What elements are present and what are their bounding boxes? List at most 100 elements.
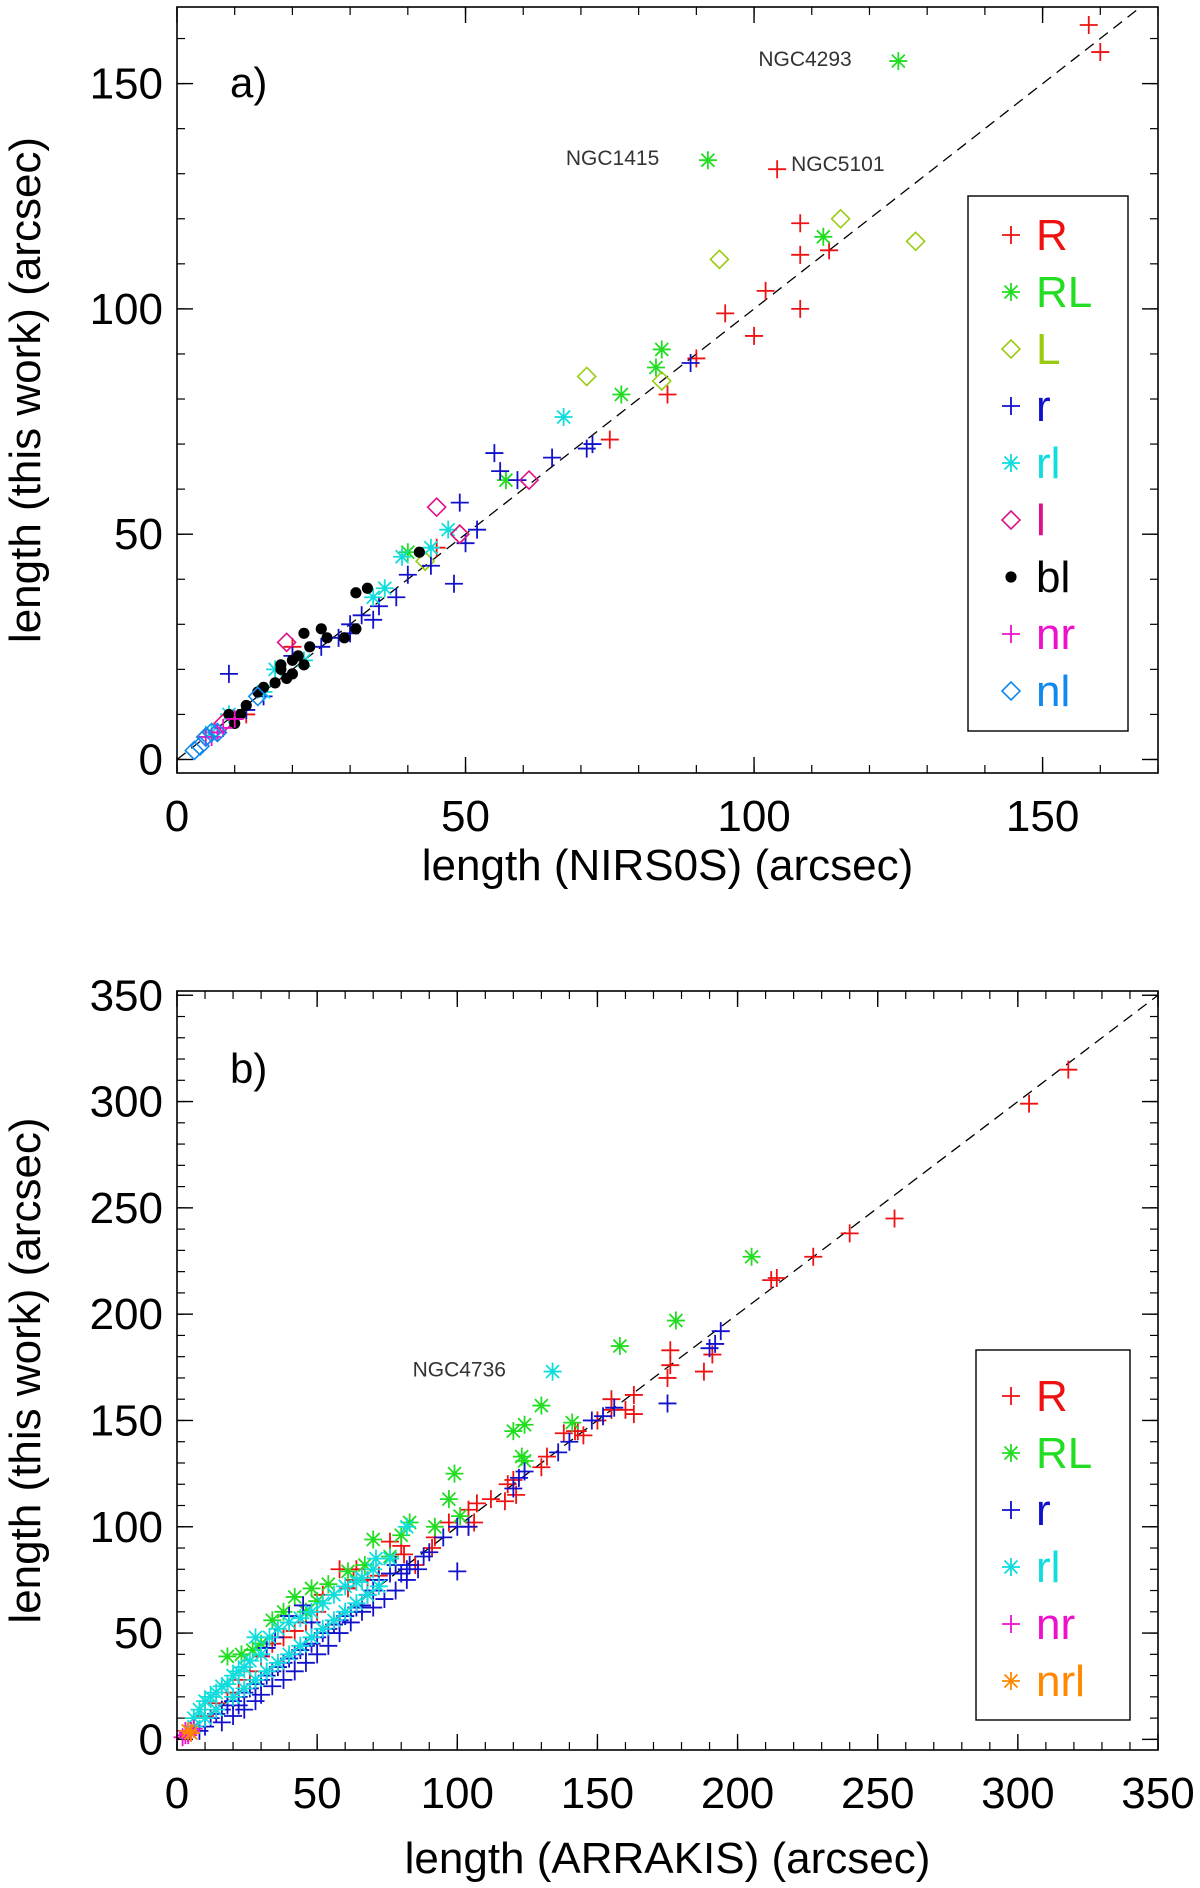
data-point-RL [445, 1464, 464, 1483]
data-point-R [885, 1209, 904, 1228]
data-point-rl [324, 1611, 343, 1630]
data-point-bl [413, 546, 425, 558]
legend-marker-nr [1002, 1615, 1020, 1633]
data-point-rl [196, 1692, 215, 1711]
data-point-r [444, 574, 463, 593]
data-point-L [905, 231, 926, 252]
data-point-l [518, 469, 540, 491]
data-point-r [485, 444, 504, 463]
data-point-R [791, 299, 810, 318]
data-point-rl [196, 1709, 215, 1728]
data-point-r [560, 1432, 579, 1451]
data-point-r [285, 1662, 304, 1681]
legend-marker-bl [1005, 571, 1017, 583]
data-point-RL [612, 385, 631, 404]
data-point-RL [392, 1526, 411, 1545]
data-point-RL [425, 1517, 444, 1536]
panel-label: a) [230, 59, 267, 106]
data-point-rl [266, 660, 285, 679]
legend-marker-r [1002, 1501, 1020, 1519]
data-point-bl [321, 632, 333, 644]
data-point-rl [280, 1645, 299, 1664]
legend-label-l: l [1036, 496, 1046, 545]
panel-a: 0 50 100 150 0 50 100 150 NGC4293 NGC1415 NGC5101 a… [1, 6, 1159, 890]
data-point-r [252, 1685, 271, 1704]
data-point-rl [246, 1628, 265, 1647]
y-tick-label: 100 [90, 1503, 163, 1552]
data-point-rl [336, 1602, 355, 1621]
y-tick-label: 250 [90, 1184, 163, 1233]
data-point-bl [298, 659, 310, 671]
y-axis-label: length (this work) (arcsec) [1, 137, 50, 643]
plot-frame [176, 990, 1159, 1751]
x-tick-label: 150 [561, 1769, 634, 1818]
data-point-L [709, 249, 730, 270]
data-point-RL [319, 1575, 338, 1594]
data-point-rl [364, 1560, 383, 1579]
data-point-R [745, 326, 764, 345]
data-point-rl [201, 1687, 220, 1706]
x-axis-label: length (ARRAKIS) (arcsec) [405, 1834, 931, 1883]
legend-marker-R [1002, 226, 1020, 244]
y-tick-label: 200 [90, 1290, 163, 1339]
legend-label-nr: nr [1036, 610, 1075, 659]
data-point-nl [201, 722, 222, 743]
x-tick-label: 200 [701, 1769, 774, 1818]
panel-label: b) [230, 1045, 267, 1092]
data-point-R [762, 1271, 781, 1290]
x-tick-label: 0 [165, 1769, 189, 1818]
data-point-nr [225, 709, 244, 728]
series-RL [398, 52, 908, 562]
data-point-R [481, 1490, 500, 1509]
legend-marker-nrl [1002, 1672, 1020, 1690]
data-point-r [397, 1570, 416, 1589]
data-point-r [711, 1322, 730, 1341]
data-point-r [386, 1581, 405, 1600]
data-point-rl [347, 1594, 366, 1613]
y-tick-label: 0 [139, 1715, 163, 1764]
data-point-RL [263, 1611, 282, 1630]
data-point-rl [207, 1700, 226, 1719]
plot-frame [176, 6, 1159, 774]
data-point-r [508, 471, 527, 490]
y-tick-label: 350 [90, 971, 163, 1020]
data-point-r [352, 606, 371, 625]
data-point-bl [286, 668, 298, 680]
data-point-RL [364, 1530, 383, 1549]
data-point-bl [240, 699, 252, 711]
data-point-bl [234, 708, 247, 721]
data-point-rl [313, 1619, 332, 1638]
x-tick-label: 350 [1121, 1769, 1194, 1818]
data-point-R [658, 385, 677, 404]
y-tick-label: 300 [90, 1078, 163, 1127]
data-point-R [791, 245, 810, 264]
data-point-r [605, 1398, 624, 1417]
legend-marker-R [1002, 1387, 1020, 1405]
legend-label-RL: RL [1036, 268, 1092, 317]
data-point-RL [652, 340, 671, 359]
data-point-rl [393, 547, 412, 566]
data-point-r [364, 610, 383, 629]
legend-marker-rl [1002, 1558, 1020, 1576]
data-point-r [582, 1411, 601, 1430]
data-point-rl [324, 1585, 343, 1604]
data-point-r [491, 462, 510, 481]
data-point-R [1079, 16, 1098, 35]
data-point-r [583, 435, 602, 454]
data-point-r [549, 1443, 568, 1462]
data-point-bl [275, 659, 287, 671]
one-to-one-line [176, 6, 1142, 760]
data-point-RL [451, 1507, 470, 1526]
y-axis-label: length (this work) (arcsec) [1, 1117, 50, 1623]
data-point-R [532, 1458, 551, 1477]
legend-box [967, 195, 1129, 732]
data-point-r [421, 556, 440, 575]
data-point-RL [504, 1422, 523, 1441]
data-point-nl [189, 735, 211, 757]
data-point-RL [515, 1415, 534, 1434]
data-point-rl [381, 1549, 400, 1568]
data-point-r [224, 1706, 243, 1725]
data-point-rl [291, 1636, 310, 1655]
data-point-bl [361, 582, 374, 594]
data-point-r [219, 664, 238, 683]
